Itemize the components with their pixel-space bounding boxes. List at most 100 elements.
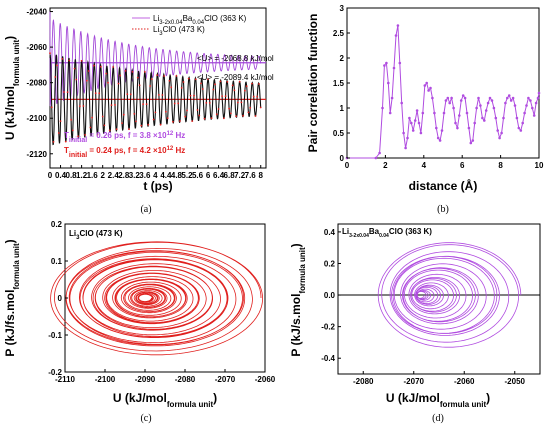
panel-b-point <box>450 96 453 100</box>
panel-a-series-1-marker <box>201 88 204 90</box>
panel-a-series-1-marker <box>115 128 118 131</box>
panel-d-ylabel: P (kJ/s.molformula unit) <box>289 243 307 356</box>
panel-b-point <box>419 131 423 135</box>
panel-a-series-1-marker <box>103 124 106 127</box>
panel-a-series-1-marker <box>231 84 234 87</box>
panel-c-xtick-label: -2110 <box>55 375 76 384</box>
panel-a-xtick-label: 8 <box>259 171 264 180</box>
panel-b-point <box>425 81 429 85</box>
panel-c-ytick-label: 0.2 <box>51 220 63 229</box>
panel-a-series-1-marker <box>191 120 194 122</box>
panel-d-ytick-label: 0.4 <box>324 228 336 237</box>
panel-a-series-1-marker <box>112 66 115 68</box>
panel-a-series-1-marker <box>242 114 245 117</box>
panel-d-phase-portrait-ba: -2080 -2070 -2060 -2050 -0.4 -0.2 0.0 0.2 0.4 Li… <box>289 223 541 424</box>
panel-b-point <box>479 104 482 107</box>
panel-a-series-1-marker <box>251 82 253 85</box>
panel-a-series-1-marker <box>77 135 79 138</box>
panel-a-xtick-label: 3.2 <box>129 171 141 180</box>
panel-a-series-1-marker <box>136 76 139 79</box>
panel-a-series-1-marker <box>161 94 164 96</box>
panel-a-series-1-marker <box>57 132 60 134</box>
panel-a-series-1-marker <box>230 112 232 115</box>
panel-a-series-1-marker <box>180 87 183 89</box>
panel-a-series-1-marker <box>142 103 145 106</box>
panel-b-ytick-label: 3 <box>340 4 345 13</box>
panel-a-series-1-marker <box>238 80 241 83</box>
panel-b-point <box>473 121 477 125</box>
panel-a-series-1-marker <box>73 67 76 70</box>
panel-b-point <box>400 101 404 105</box>
panel-a-series-1-marker <box>149 85 152 87</box>
panel-a-series-1-marker <box>140 124 143 127</box>
panel-a-ytick-label: -2100 <box>27 114 48 123</box>
panel-b-point <box>490 99 494 102</box>
panel-a-ylabel: U (kJ/molformula unit) <box>3 36 21 140</box>
panel-a-xtick-label: 6.4 <box>213 171 225 180</box>
panel-b-xlabel: distance (Å) <box>409 178 478 193</box>
panel-a-ytick-label: -2060 <box>27 43 48 52</box>
panel-b-point <box>390 96 394 100</box>
panel-b-point <box>406 136 409 140</box>
panel-a-series-1-marker <box>228 107 231 110</box>
panel-b-point <box>423 84 427 87</box>
panel-b-point <box>396 24 400 27</box>
panel-a-xtick-label: 4.8 <box>171 171 183 180</box>
panel-b-point <box>507 94 511 97</box>
panel-b-ytick-label: 1 <box>340 104 345 113</box>
panel-b-point <box>381 106 384 110</box>
panel-b-ylabel: Pair correlation function <box>306 14 320 153</box>
panel-a-series-1-marker <box>163 75 166 77</box>
panel-b-point <box>484 109 488 112</box>
panel-b-point <box>504 101 507 105</box>
panel-a-series-1-marker <box>254 115 257 117</box>
panel-b-point <box>411 129 415 132</box>
panel-b-point <box>492 106 496 110</box>
panel-b-point <box>417 121 421 125</box>
panel-a-series-1-marker <box>186 109 188 112</box>
panel-a-ytick-label: -2040 <box>27 8 48 17</box>
panel-a-xtick-label: 1.6 <box>87 171 99 180</box>
panel-a-series-1-marker <box>98 92 101 95</box>
panel-b-point <box>427 89 430 92</box>
panel-b-point <box>388 111 392 115</box>
panel-a-caption: (a) <box>140 204 151 215</box>
panel-c-xtick-label: -2080 <box>175 375 196 384</box>
panel-a-series-1-marker <box>196 109 199 111</box>
panel-b-point <box>431 96 434 100</box>
panel-b-point <box>531 106 534 110</box>
panel-a-series-1-marker <box>170 86 173 89</box>
panel-a-series-1-marker <box>101 115 104 118</box>
panel-a-series-1-marker <box>237 101 239 104</box>
panel-c-xlabel: U (kJ/molformula unit) <box>113 391 217 409</box>
panel-b-ytick-label: 2 <box>340 54 345 63</box>
panel-a-series-1-marker <box>107 81 109 84</box>
panel-d-ytick-label: 0.0 <box>324 291 336 300</box>
panel-b-point <box>471 139 475 142</box>
panel-a-energy-vs-time: 0 0.4 0.8 1.2 1.6 2 2.4 2.8 3.2 3.6 4 4.4 4.8 5.2 5.6 6… <box>3 7 274 215</box>
panel-b-point <box>440 129 444 132</box>
panel-b-xtick-label: 6 <box>460 161 465 170</box>
panel-d-inset-label: Li3-2x0.04Ba0.04ClO (363 K) <box>342 227 432 239</box>
panel-b-point <box>517 126 521 130</box>
panel-a-series-1-marker <box>252 95 255 98</box>
panel-b-xtick-label: 2 <box>383 161 388 170</box>
panel-b-point <box>465 111 469 115</box>
panel-b-ytick-label: 0.5 <box>333 129 345 138</box>
panel-d-frame <box>337 223 541 375</box>
panel-a-series-1-marker <box>256 95 259 98</box>
panel-a-series-1-marker <box>84 134 86 136</box>
panel-d-xtick-label: -2050 <box>505 377 526 386</box>
panel-a-series-1-marker <box>100 65 102 68</box>
panel-c-xtick-label: -2090 <box>135 375 156 384</box>
panel-a-series-1-marker <box>154 111 157 114</box>
panel-a-series-1-marker <box>203 117 206 120</box>
panel-a-series-1-marker <box>245 85 248 88</box>
panel-a-series-1-marker <box>87 70 90 72</box>
panel-b-point <box>415 109 419 112</box>
panel-b-point <box>404 146 407 150</box>
panel-a-series-1-marker <box>89 126 92 129</box>
panel-b-point <box>486 101 490 105</box>
panel-c-phase-portrait-li3clo: -2110 -2100 -2090 -2080 -2070 -2060 -0.2 -0.1 0 0… <box>3 220 276 424</box>
